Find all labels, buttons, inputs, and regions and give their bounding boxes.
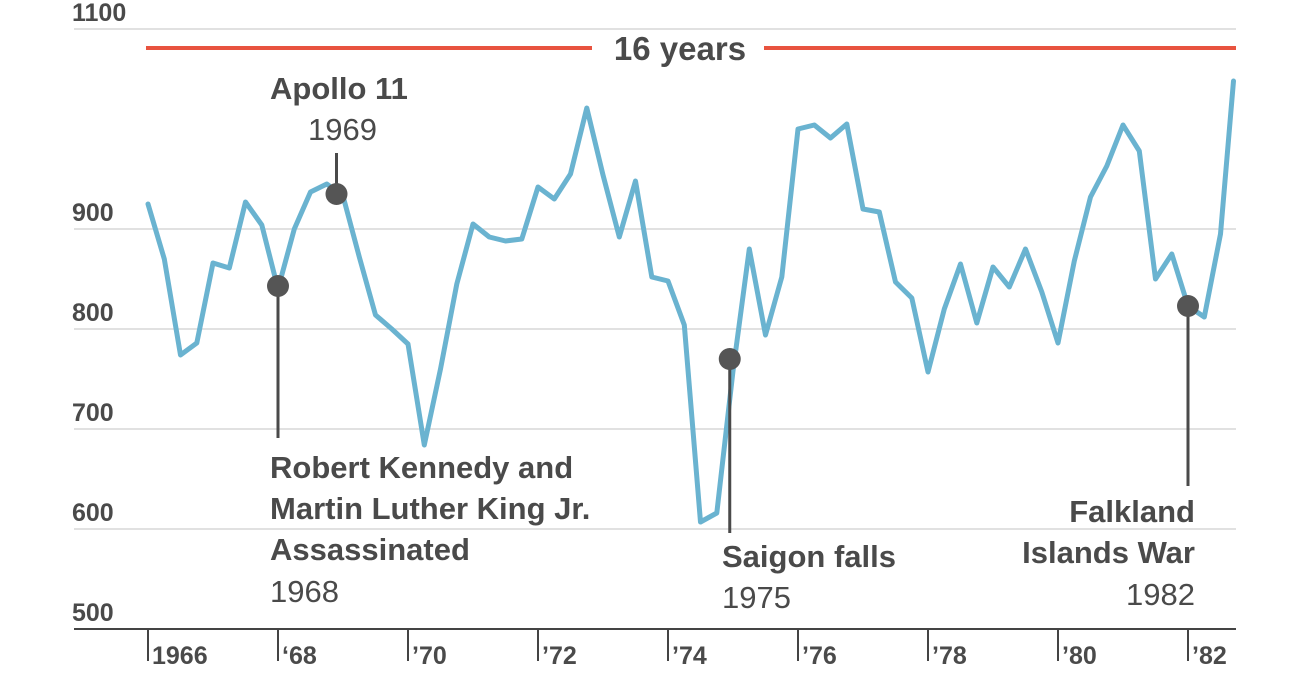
apollo-11-year: 1969 [308,112,377,147]
x-tick-label: ‘68 [282,642,317,670]
rfk-mlk-dot [267,275,289,297]
rfk-mlk-year: 1968 [270,574,339,609]
saigon-falls-year: 1975 [722,580,791,615]
rfk-mlk-title: Assassinated [270,532,470,567]
x-tick-label: ’80 [1062,642,1097,670]
falkland-war-title: Islands War [1022,535,1195,570]
falkland-war-dot [1177,295,1199,317]
span-label: 16 years [614,30,746,67]
gridlines: 500 600 700 800 900 1100 [72,0,1236,630]
saigon-falls-dot [718,348,741,370]
x-tick-label: ’70 [412,642,447,670]
y-tick-label: 1100 [72,0,126,27]
annotations-layer: Apollo 11 1969 Robert Kennedy and Martin Lu… [267,71,1199,615]
y-tick-label: 600 [72,499,114,527]
x-axis: 1966 ‘68 ’70 ’72 ’74 ’76 ’78 ’80 ’82 [147,629,1227,670]
x-tick-label: ’82 [1192,642,1227,670]
x-tick-label: ’72 [542,642,577,670]
apollo-11-title: Apollo 11 [270,71,408,106]
x-tick-label: ’78 [932,642,967,670]
falkland-war-year: 1982 [1126,577,1195,612]
x-tick-label: ’74 [672,642,707,670]
y-tick-label: 800 [72,299,114,327]
x-tick-label: ’76 [802,642,837,670]
apollo-11-dot [325,183,348,205]
y-tick-label: 500 [72,599,114,627]
rfk-mlk-title: Robert Kennedy and [270,450,573,485]
rfk-mlk-title: Martin Luther King Jr. [270,491,590,526]
x-tick-label: 1966 [152,642,208,670]
saigon-falls-title: Saigon falls [722,539,896,574]
falkland-war-title: Falkland [1069,494,1195,529]
y-tick-label: 700 [72,399,114,427]
y-tick-label: 900 [72,199,114,227]
